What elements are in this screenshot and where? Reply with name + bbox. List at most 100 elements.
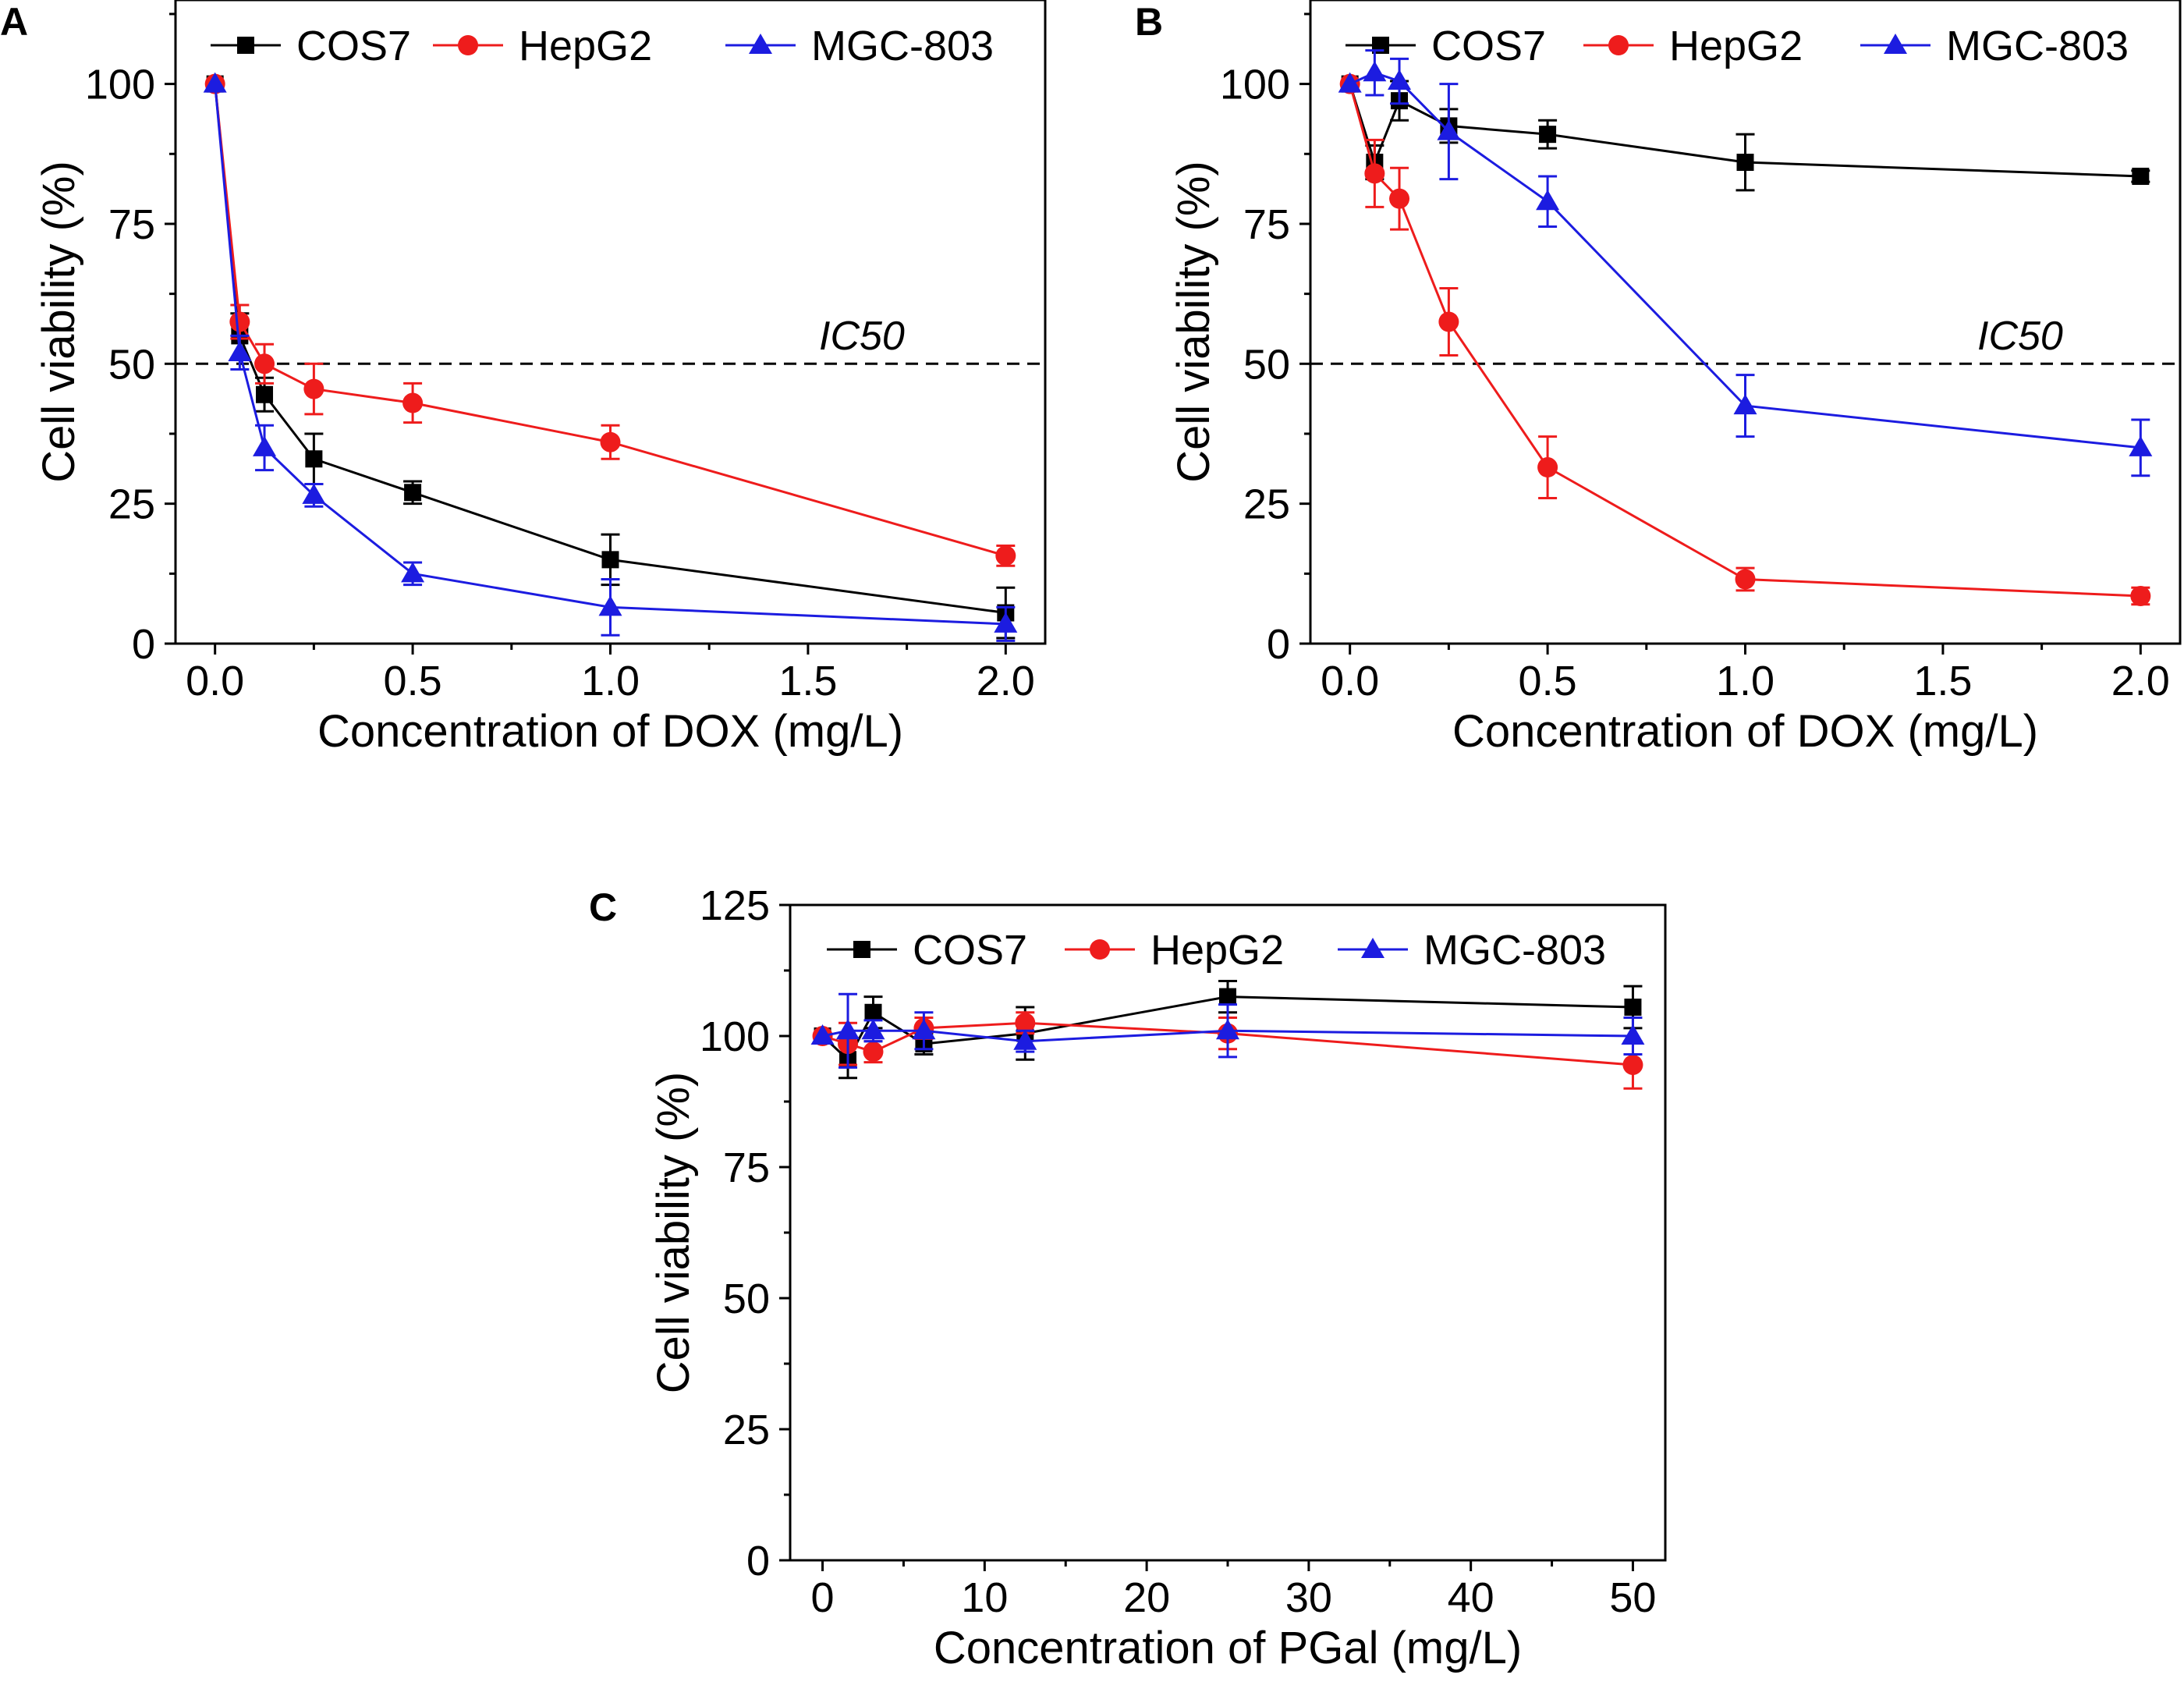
data-point [401,562,425,583]
data-point [1736,154,1754,172]
y-tick-label: 100 [700,1013,770,1060]
x-tick-label: 1.5 [778,658,837,704]
x-axis-title: Concentration of PGal (mg/L) [934,1623,1522,1673]
legend-marker [1361,938,1384,958]
data-point [254,353,275,374]
y-tick-label: 100 [85,62,155,108]
x-tick-label: 0.5 [1519,658,1577,704]
legend-item: MGC-803 [1338,927,1606,974]
data-point [1735,569,1756,590]
y-tick-label: 75 [1243,201,1290,248]
panel-a: A 0.0 0.5 1.0 1.5 2.0 0 25 50 75 100 Concentration … [0,0,1047,757]
x-tick-label: 2.0 [2111,658,2170,704]
legend-label: MGC-803 [811,23,994,69]
legend-label: HepG2 [1669,23,1803,69]
y-axis-title: Cell viability (%) [648,1072,699,1394]
y-tick-label: 25 [108,481,155,528]
x-tick-label: 0.0 [186,658,244,704]
data-point [1389,188,1410,209]
x-axis-title: Concentration of DOX (mg/L) [1452,706,2038,757]
x-tick-label: 0 [811,1574,835,1621]
data-point [1364,163,1385,184]
data-point [1733,394,1757,415]
x-tick-label: 2.0 [977,658,1035,704]
legend-label: MGC-803 [1946,23,2129,69]
legend-label: HepG2 [1150,927,1284,974]
x-tick-label: 20 [1123,1574,1170,1621]
data-point [1536,190,1560,211]
data-point [229,311,250,332]
x-tick-label: 1.0 [581,658,640,704]
series-mgc-803 [203,72,1018,642]
x-tick-label: 0.0 [1321,658,1379,704]
legend-item: COS7 [211,23,411,69]
y-axis-title: Cell viability (%) [1168,161,1219,483]
x-tick-label: 10 [961,1574,1008,1621]
legend-item: HepG2 [1065,927,1284,974]
legend-marker [1608,35,1629,55]
panel-c: C 0 10 20 30 40 50 0 25 50 75 100 125 Concentration o… [589,882,1667,1673]
y-tick-label: 75 [723,1144,770,1191]
data-point [1539,126,1557,144]
data-point [994,612,1018,633]
data-point [1537,457,1558,478]
y-tick-label: 125 [700,882,770,929]
legend-label: COS7 [913,927,1027,974]
series-cos7 [1341,75,2150,192]
data-point [1338,72,1362,93]
data-point [1621,1024,1645,1045]
data-point [1437,119,1461,140]
y-axis-title: Cell viability (%) [34,161,84,483]
data-point [2130,586,2151,607]
x-tick-label: 30 [1285,1574,1332,1621]
y-tick-label: 25 [1243,481,1290,528]
panel-letter: A [0,0,28,44]
y-tick-label: 100 [1220,62,1290,108]
ic50-label: IC50 [819,314,905,359]
legend-label: HepG2 [519,23,652,69]
data-point [598,595,622,616]
data-point [600,431,621,452]
y-tick-label: 75 [108,201,155,248]
x-tick-label: 50 [1609,1574,1656,1621]
x-axis-title: Concentration of DOX (mg/L) [317,706,903,757]
legend-label: MGC-803 [1424,927,1606,974]
data-point [1622,1054,1643,1075]
data-point [2129,435,2153,456]
y-tick-label: 50 [1243,341,1290,388]
data-point [303,378,324,399]
legend-marker [1884,34,1907,54]
data-point [1363,61,1387,82]
data-point [253,435,277,456]
legend-item: MGC-803 [1860,23,2129,69]
series-mgc-803 [1338,49,2153,477]
y-tick-label: 50 [108,341,155,388]
y-tick-label: 0 [746,1538,770,1584]
legend-marker [1090,939,1110,960]
legend-marker [749,34,772,54]
panel-letter: B [1135,0,1163,44]
data-point [404,484,422,502]
data-point [1015,1013,1036,1034]
data-point [995,545,1016,566]
legend-item: COS7 [827,927,1027,974]
ic50-label: IC50 [1977,314,2063,359]
legend-label: COS7 [1431,23,1546,69]
legend-item: HepG2 [433,23,652,69]
legend-item: HepG2 [1583,23,1803,69]
x-tick-label: 40 [1448,1574,1494,1621]
data-point [302,483,326,504]
x-tick-label: 1.5 [1913,658,1972,704]
legend-marker [853,941,870,958]
panel-b: B 0.0 0.5 1.0 1.5 2.0 0 25 50 75 100 Concentration … [1135,0,2182,757]
legend-marker [237,37,254,54]
data-point [864,1003,882,1021]
data-point [601,551,619,569]
y-tick-label: 25 [723,1407,770,1453]
data-point [836,1019,860,1040]
legend-marker [458,35,478,55]
data-point [1219,988,1236,1006]
data-point [402,392,424,413]
data-point [228,340,252,361]
